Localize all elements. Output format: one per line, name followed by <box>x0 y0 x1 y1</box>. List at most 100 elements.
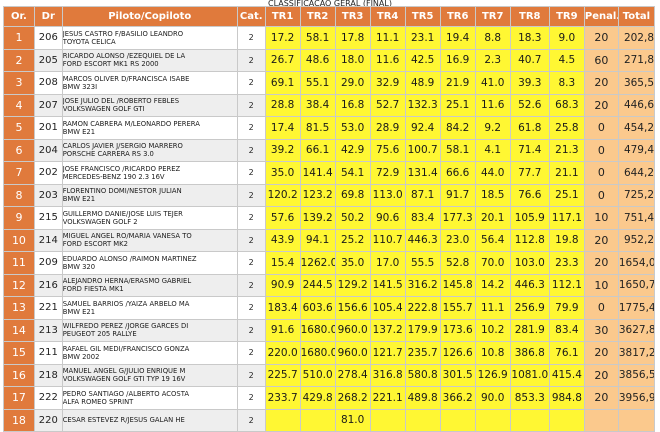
table-row[interactable]: 2 205 RICARDO ALONSO /EZEQUIEL DE LA FORD E… <box>3 48 656 72</box>
penalty-cell: 10 <box>583 206 619 230</box>
crew-cell: CESAR ESTEVEZ R/JESUS GALAN HE <box>61 408 238 432</box>
stage-time-cell-tr3: 54.1 <box>334 161 371 185</box>
header-tr3[interactable]: TR3 <box>334 6 371 27</box>
table-row[interactable]: 3 208 MARCOS OLIVER D/FRANCISCA ISABE BMW 3… <box>3 71 656 95</box>
stage-time-cell-tr1: 91.6 <box>264 318 301 342</box>
header-tr9[interactable]: TR9 <box>548 6 585 27</box>
position-cell: 18 <box>3 408 35 432</box>
position-cell: 12 <box>3 273 35 297</box>
bib-cell: 218 <box>33 363 63 387</box>
total-cell: 1654,0 <box>617 251 656 275</box>
crew-names: ALEJANDRO HERNA/ERASMO GABRIEL <box>62 277 192 286</box>
stage-time-cell-tr4: 105.4 <box>369 296 406 320</box>
stage-time-cell-tr6: 155.7 <box>439 296 476 320</box>
stage-time-cell-tr7: 90.0 <box>474 386 511 410</box>
header-penal[interactable]: Penal. <box>583 6 619 27</box>
stage-time-cell-tr5: 446.3 <box>404 228 441 252</box>
bib-cell: 206 <box>33 26 63 50</box>
stage-time-cell-tr2: 66.1 <box>299 138 336 162</box>
position-cell: 14 <box>3 318 35 342</box>
header-tr8[interactable]: TR8 <box>509 6 550 27</box>
header-tr5[interactable]: TR5 <box>404 6 441 27</box>
stage-time-cell-tr4: 113.0 <box>369 183 406 207</box>
position-cell: 1 <box>3 26 35 50</box>
header-pilot[interactable]: Piloto/Copiloto <box>61 6 238 27</box>
total-cell <box>617 408 656 432</box>
stage-time-cell-tr3: 81.0 <box>334 408 371 432</box>
crew-names: MIGUEL ANGEL RO/MARIA VANESA TO <box>62 232 192 241</box>
header-cat[interactable]: Cat. <box>236 6 266 27</box>
stage-time-cell-tr7: 126.9 <box>474 363 511 387</box>
crew-names: EDUARDO ALONSO /RAIMON MARTINEZ <box>62 254 197 263</box>
penalty-cell: 20 <box>583 363 619 387</box>
table-row[interactable]: 18 220 CESAR ESTEVEZ R/JESUS GALAN HE 2 81.0 <box>3 408 656 432</box>
table-row[interactable]: 17 222 PEDRO SANTIAGO /ALBERTO ACOSTA ALFA … <box>3 386 656 410</box>
total-cell: 3856,5 <box>617 363 656 387</box>
header-tr1[interactable]: TR1 <box>264 6 301 27</box>
category-cell: 2 <box>236 363 266 387</box>
table-row[interactable]: 16 218 MANUEL ANGEL G/JULIO ENRIQUE M VOLKS… <box>3 363 656 387</box>
table-row[interactable]: 8 203 FLORENTINO DOMI/NESTOR JULIAN BMW E21… <box>3 183 656 207</box>
header-tr6[interactable]: TR6 <box>439 6 476 27</box>
stage-time-cell-tr9 <box>548 408 585 432</box>
table-row[interactable]: 7 202 JOSE FRANCISCO /RICARDO PEREZ MERCEDE… <box>3 161 656 185</box>
stage-time-cell-tr3: 42.9 <box>334 138 371 162</box>
stage-time-cell-tr2: 429.8 <box>299 386 336 410</box>
stage-time-cell-tr7: 70.0 <box>474 251 511 275</box>
table-row[interactable]: 1 206 JESUS CASTRO F/BASILIO LEANDRO TOYOTA… <box>3 26 656 50</box>
total-cell: 952,2 <box>617 228 656 252</box>
total-cell: 479,4 <box>617 138 656 162</box>
position-cell: 15 <box>3 341 35 365</box>
stage-time-cell-tr9: 83.4 <box>548 318 585 342</box>
header-tr7[interactable]: TR7 <box>474 6 511 27</box>
table-row[interactable]: 11 209 EDUARDO ALONSO /RAIMON MARTINEZ BMW … <box>3 251 656 275</box>
stage-time-cell-tr3: 278.4 <box>334 363 371 387</box>
header-or[interactable]: Or. <box>3 6 35 27</box>
bib-cell: 216 <box>33 273 63 297</box>
table-row[interactable]: 5 201 RAMON CABRERA M/LEONARDO PERERA BMW E… <box>3 116 656 140</box>
table-row[interactable]: 15 211 RAFAEL GIL MEDI/FRANCISCO GONZA BMW … <box>3 341 656 365</box>
bib-cell: 214 <box>33 228 63 252</box>
stage-time-cell-tr8: 18.3 <box>509 26 550 50</box>
table-row[interactable]: 13 221 SAMUEL BARRIOS /YAIZA ARBELO MA BMW … <box>3 296 656 320</box>
header-tr2[interactable]: TR2 <box>299 6 336 27</box>
category-cell: 2 <box>236 116 266 140</box>
stage-time-cell-tr7: 56.4 <box>474 228 511 252</box>
table-row[interactable]: 10 214 MIGUEL ANGEL RO/MARIA VANESA TO FORD… <box>3 228 656 252</box>
total-cell: 751,4 <box>617 206 656 230</box>
stage-time-cell-tr8: 71.4 <box>509 138 550 162</box>
stage-time-cell-tr2: 81.5 <box>299 116 336 140</box>
stage-time-cell-tr8: 61.8 <box>509 116 550 140</box>
bib-cell: 205 <box>33 48 63 72</box>
crew-names: RAFAEL GIL MEDI/FRANCISCO GONZA <box>62 344 190 353</box>
crew-names: RICARDO ALONSO /EZEQUIEL DE LA <box>62 52 186 61</box>
stage-time-cell-tr7: 11.6 <box>474 93 511 117</box>
table-row[interactable]: 6 204 CARLOS JAVIER J/SERGIO MARRERO PORSCH… <box>3 138 656 162</box>
car-model: BMW E21 <box>62 195 96 204</box>
stage-time-cell-tr2: 141.4 <box>299 161 336 185</box>
stage-time-cell-tr6: 21.9 <box>439 71 476 95</box>
stage-time-cell-tr1: 28.8 <box>264 93 301 117</box>
stage-time-cell-tr1: 43.9 <box>264 228 301 252</box>
bib-cell: 221 <box>33 296 63 320</box>
stage-time-cell-tr5: 55.5 <box>404 251 441 275</box>
table-row[interactable]: 12 216 ALEJANDRO HERNA/ERASMO GABRIEL FORD … <box>3 273 656 297</box>
stage-time-cell-tr3: 129.2 <box>334 273 371 297</box>
stage-time-cell-tr5 <box>404 408 441 432</box>
table-row[interactable]: 4 207 JOSE JULIO DEL /ROBERTO FEBLES VOLKSW… <box>3 93 656 117</box>
header-dr[interactable]: Dr <box>33 6 63 27</box>
header-total[interactable]: Total <box>617 6 656 27</box>
stage-time-cell-tr7: 10.2 <box>474 318 511 342</box>
crew-cell: JOSE FRANCISCO /RICARDO PEREZ MERCEDES-BE… <box>61 161 238 185</box>
header-tr4[interactable]: TR4 <box>369 6 406 27</box>
penalty-cell: 20 <box>583 251 619 275</box>
penalty-cell: 30 <box>583 318 619 342</box>
table-row[interactable]: 9 215 GUILLERMO DANIE/JOSE LUIS TEJER VOLKS… <box>3 206 656 230</box>
penalty-cell: 20 <box>583 386 619 410</box>
stage-time-cell-tr8: 52.6 <box>509 93 550 117</box>
car-model: ALFA ROMEO SPRINT <box>62 397 134 406</box>
position-cell: 10 <box>3 228 35 252</box>
total-cell: 454,2 <box>617 116 656 140</box>
table-row[interactable]: 14 213 WILFREDO PEREZ /JORGE GARCES DI PEUG… <box>3 318 656 342</box>
crew-cell: GUILLERMO DANIE/JOSE LUIS TEJER VOLKSWAGE… <box>61 206 238 230</box>
